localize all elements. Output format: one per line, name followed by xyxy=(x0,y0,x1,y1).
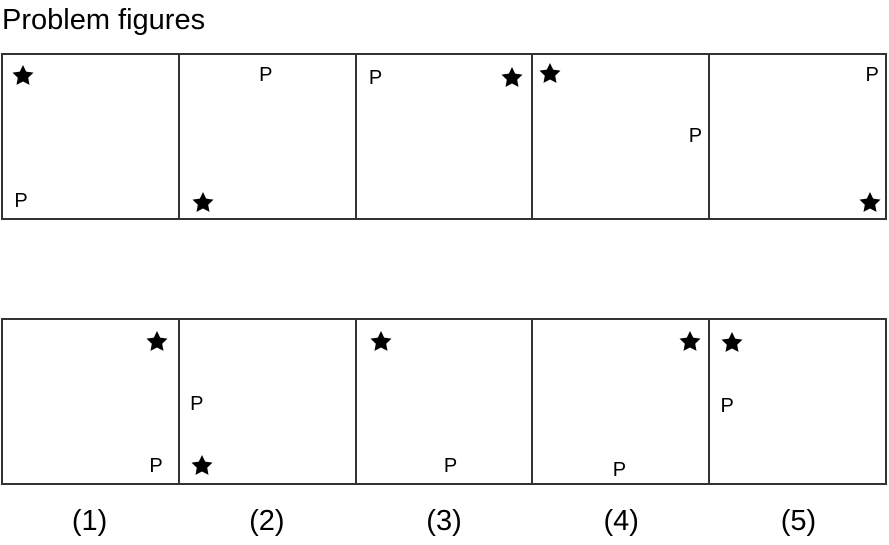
star-icon xyxy=(146,331,168,351)
star-icon xyxy=(721,332,743,352)
answer-labels: (1) (2) (3) (4) (5) xyxy=(1,503,887,539)
answer-figure-2[interactable]: P xyxy=(180,320,357,483)
problem-figure-2: P xyxy=(180,55,357,218)
answer-label-2: (2) xyxy=(249,505,285,537)
page-title: Problem figures xyxy=(2,4,206,36)
answer-figure-3[interactable]: P xyxy=(357,320,534,483)
answer-figures-strip: P P P P P xyxy=(1,318,887,485)
star-icon xyxy=(370,331,392,351)
problem-figure-4: P xyxy=(533,55,711,218)
star-icon xyxy=(501,67,523,87)
letter-p: P xyxy=(259,64,273,86)
answer-figure-1[interactable]: P xyxy=(3,320,180,483)
letter-p: P xyxy=(720,395,734,417)
star-icon xyxy=(191,455,213,475)
answer-label-5: (5) xyxy=(780,505,817,537)
answer-label-3: (3) xyxy=(426,505,462,537)
problem-figure-1: P xyxy=(3,55,180,218)
letter-p: P xyxy=(443,455,458,477)
letter-p: P xyxy=(149,455,163,477)
problem-figure-5: P xyxy=(710,55,885,218)
star-icon xyxy=(192,192,214,212)
letter-p: P xyxy=(190,393,204,415)
problem-figures-strip: P P P P P xyxy=(1,53,887,220)
star-icon xyxy=(859,192,881,212)
star-icon xyxy=(12,65,34,85)
letter-p: P xyxy=(612,459,627,481)
problem-figure-3: P xyxy=(357,55,534,218)
star-icon xyxy=(539,63,561,83)
answer-label-4: (4) xyxy=(603,505,639,537)
letter-p: P xyxy=(368,67,383,89)
answer-figure-5[interactable]: P xyxy=(710,320,885,483)
star-icon xyxy=(679,331,701,351)
letter-p: P xyxy=(688,125,703,147)
answer-label-1: (1) xyxy=(71,505,108,537)
letter-p: P xyxy=(865,64,879,86)
letter-p: P xyxy=(14,190,28,212)
answer-figure-4[interactable]: P xyxy=(533,320,711,483)
